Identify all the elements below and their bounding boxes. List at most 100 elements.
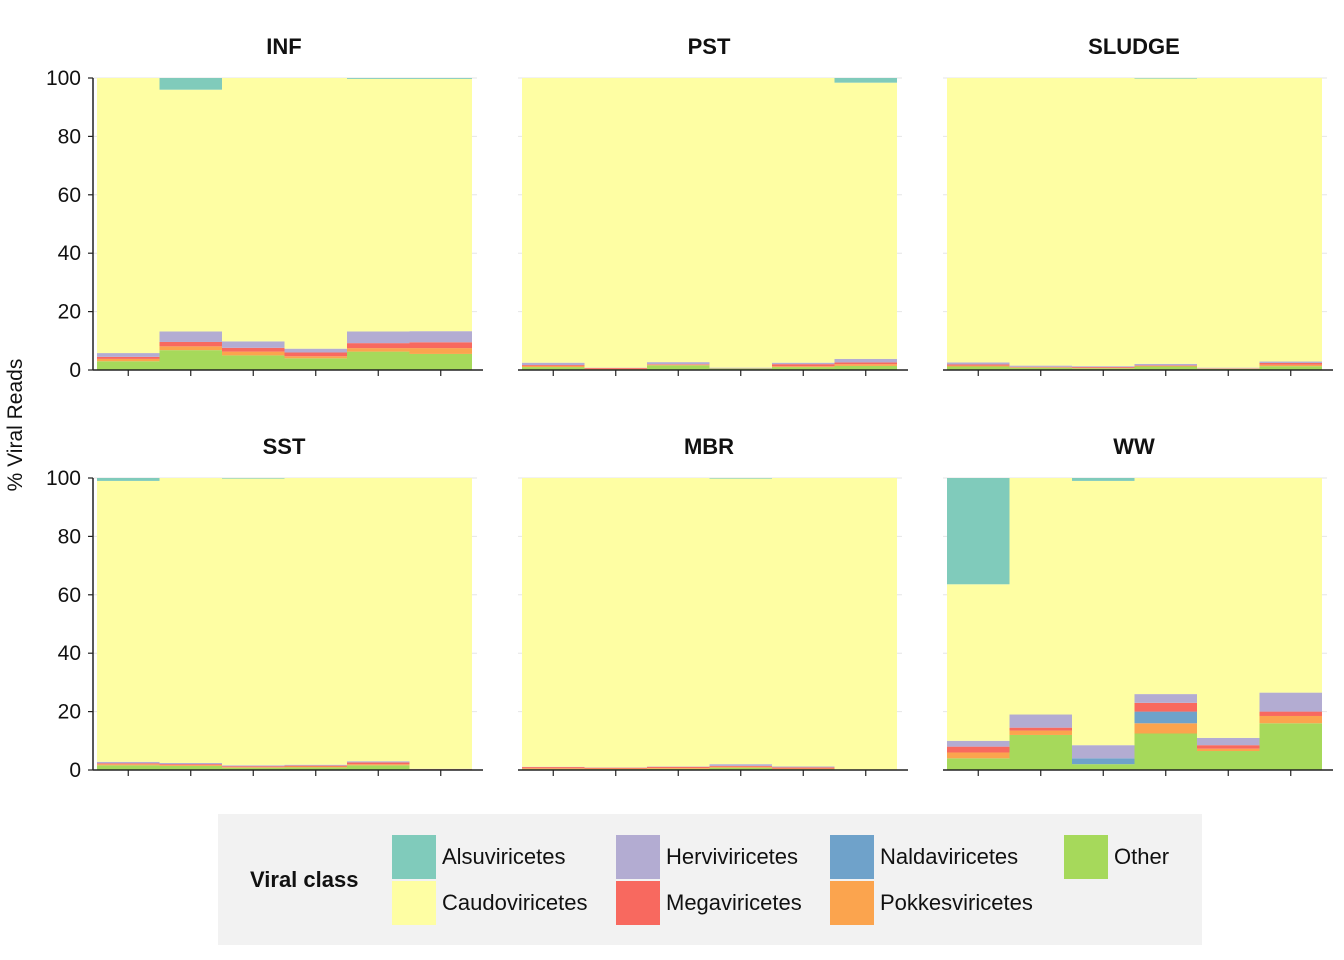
bar-segment-ww-1-herviviricetes — [947, 740, 1010, 747]
bar-segment-pst-2-caudoviricetes — [584, 78, 647, 368]
bar-segment-inf-6-other — [409, 353, 472, 370]
bar-segment-ww-5-megaviricetes — [1197, 745, 1260, 749]
bar-segment-ww-6-megaviricetes — [1259, 711, 1322, 716]
panel-sludge: SLUDGE — [943, 34, 1333, 376]
bar-segment-pst-3-pokkesviricetes — [647, 364, 710, 366]
bar-segment-pst-6-pokkesviricetes — [834, 364, 897, 366]
bar-segment-sludge-1-caudoviricetes — [947, 78, 1010, 363]
bar-segment-mbr-5-caudoviricetes — [772, 478, 835, 767]
bar-segment-sludge-6-herviviricetes — [1259, 361, 1322, 363]
bar-segment-ww-2-caudoviricetes — [1009, 478, 1072, 715]
bar-segment-sst-1-herviviricetes — [97, 761, 160, 764]
legend-item-naldaviricetes: Naldaviricetes — [830, 835, 1018, 879]
bar-segment-inf-2-other — [159, 350, 222, 370]
bar-segment-inf-1-megaviricetes — [97, 356, 160, 359]
bar-segment-pst-1-pokkesviricetes — [522, 365, 585, 368]
bar-segment-sst-2-herviviricetes — [159, 762, 222, 765]
bar-segment-inf-5-herviviricetes — [347, 331, 410, 344]
bar-segment-ww-1-caudoviricetes — [947, 584, 1010, 741]
bar-segment-inf-4-caudoviricetes — [284, 78, 347, 349]
bar-segment-pst-5-caudoviricetes — [772, 78, 835, 363]
panel-mbr: MBR — [518, 434, 908, 776]
bar-segment-sst-4-pokkesviricetes — [284, 766, 347, 768]
bar-segment-inf-4-pokkesviricetes — [284, 356, 347, 359]
bar-segment-inf-1-caudoviricetes — [97, 78, 160, 354]
y-tick-label: 40 — [58, 242, 81, 265]
bar-segment-ww-1-pokkesviricetes — [947, 752, 1010, 759]
bar-segment-mbr-3-caudoviricetes — [647, 478, 710, 767]
bar-segment-pst-1-other — [522, 367, 585, 370]
y-tick-label: 60 — [58, 184, 81, 207]
bar-segment-ww-1-other — [947, 758, 1010, 770]
panels: 0 20 40 60 80 100 INF PST SLUDGE 0 20 40 60 80 100 SST M… — [46, 34, 1333, 782]
bar-segment-sst-3-herviviricetes — [222, 765, 285, 767]
bar-segment-inf-3-herviviricetes — [222, 341, 285, 348]
bar-segment-sludge-2-herviviricetes — [1009, 365, 1072, 367]
bar-segment-inf-3-megaviricetes — [222, 347, 285, 352]
y-tick-label: 80 — [58, 125, 81, 148]
bar-segment-sst-2-caudoviricetes — [159, 478, 222, 763]
bar-segment-sst-6-caudoviricetes — [409, 478, 472, 769]
legend-swatch — [392, 881, 436, 925]
bar-segment-pst-1-caudoviricetes — [522, 78, 585, 363]
panel-inf: 0 20 40 60 80 100 INF — [46, 34, 483, 382]
panel-title-mbr: MBR — [684, 434, 734, 459]
bar-segment-inf-1-pokkesviricetes — [97, 358, 160, 362]
bar-segment-mbr-4-alsuviricetes — [709, 478, 772, 479]
bar-segment-ww-6-other — [1259, 723, 1322, 770]
bar-segment-pst-1-megaviricetes — [522, 365, 585, 366]
bar-segment-ww-2-other — [1009, 734, 1072, 770]
bar-segment-pst-2-pokkesviricetes — [584, 368, 647, 370]
y-tick-label: 60 — [58, 584, 81, 607]
bar-segment-ww-1-alsuviricetes — [947, 478, 1010, 585]
bar-segment-inf-5-megaviricetes — [347, 343, 410, 349]
legend-label: Pokkesviricetes — [880, 890, 1033, 915]
bar-segment-inf-6-pokkesviricetes — [409, 348, 472, 354]
legend-label: Megaviricetes — [666, 890, 802, 915]
y-tick-label: 100 — [46, 67, 81, 90]
y-tick-label: 100 — [46, 467, 81, 490]
legend-item-pokkesviricetes: Pokkesviricetes — [830, 881, 1033, 925]
bar-segment-sludge-3-caudoviricetes — [1072, 78, 1135, 367]
bar-segment-sludge-6-other — [1259, 366, 1322, 370]
bar-segment-sst-5-herviviricetes — [347, 761, 410, 763]
bar-segment-sludge-2-other — [1009, 367, 1072, 370]
bar-segment-sludge-2-caudoviricetes — [1009, 78, 1072, 366]
bar-segment-pst-6-other — [834, 365, 897, 370]
bar-segment-sludge-4-herviviricetes — [1134, 363, 1197, 366]
panel-title-ww: WW — [1113, 434, 1155, 459]
bar-segment-sludge-4-pokkesviricetes — [1134, 365, 1197, 367]
bar-segment-inf-5-caudoviricetes — [347, 78, 410, 332]
bar-segment-pst-5-herviviricetes — [772, 362, 835, 365]
bar-segment-ww-3-caudoviricetes — [1072, 480, 1135, 746]
bar-segment-sludge-1-pokkesviricetes — [947, 365, 1010, 367]
panel-title-inf: INF — [266, 34, 301, 59]
bar-segment-ww-3-herviviricetes — [1072, 745, 1135, 759]
bar-segment-sludge-4-alsuviricetes — [1134, 78, 1197, 79]
legend-swatch — [616, 881, 660, 925]
bar-segment-inf-2-herviviricetes — [159, 331, 222, 342]
bar-segment-ww-4-megaviricetes — [1134, 702, 1197, 712]
bar-segment-sst-5-caudoviricetes — [347, 478, 410, 762]
bar-segment-inf-5-pokkesviricetes — [347, 348, 410, 352]
bar-segment-ww-5-herviviricetes — [1197, 737, 1260, 746]
bar-segment-inf-4-herviviricetes — [284, 348, 347, 353]
bar-segment-ww-3-naldaviricetes — [1072, 758, 1135, 765]
bar-segment-inf-6-herviviricetes — [409, 331, 472, 343]
bar-segment-sst-1-pokkesviricetes — [97, 764, 160, 766]
legend-label: Naldaviricetes — [880, 844, 1019, 869]
bar-segment-sludge-1-other — [947, 366, 1010, 370]
bar-segment-sst-4-megaviricetes — [284, 765, 347, 767]
bar-segment-inf-1-other — [97, 361, 160, 370]
panel-pst: PST — [518, 34, 908, 376]
bar-segment-inf-3-caudoviricetes — [222, 78, 285, 342]
bar-segment-mbr-2-megaviricetes — [584, 767, 647, 769]
legend-swatch — [830, 881, 874, 925]
legend-label: Other — [1114, 844, 1170, 869]
bar-segment-inf-6-caudoviricetes — [409, 78, 472, 332]
legend-item-alsuviricetes: Alsuviricetes — [392, 835, 565, 879]
bar-segment-mbr-4-other — [709, 767, 772, 770]
bar-segment-inf-3-other — [222, 355, 285, 370]
panel-sst: 0 20 40 60 80 100 SST — [46, 434, 483, 782]
bar-segment-mbr-1-caudoviricetes — [522, 478, 585, 767]
